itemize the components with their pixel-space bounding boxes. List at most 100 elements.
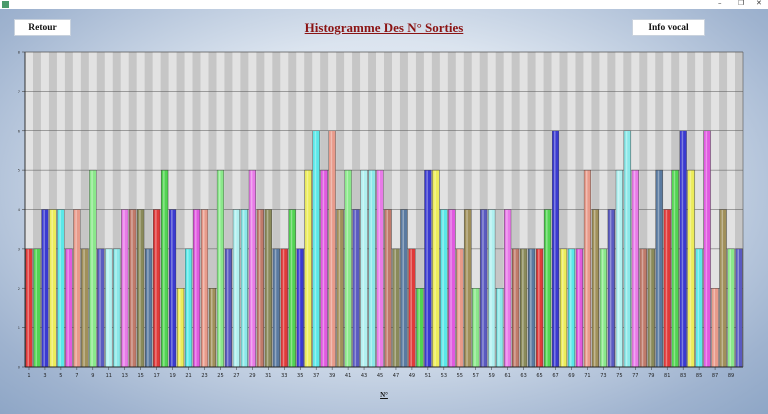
x-tick-label: 75 [616, 373, 622, 379]
x-tick-label: 57 [473, 373, 479, 379]
bar-highlight [362, 170, 365, 367]
x-tick-label: 15 [137, 373, 143, 379]
bar-highlight [641, 249, 644, 367]
bar-highlight [179, 288, 181, 367]
bar-highlight [697, 249, 700, 367]
minimize-icon[interactable]: – [718, 0, 722, 7]
x-tick-label: 67 [552, 373, 558, 379]
bar-highlight [131, 210, 133, 367]
bar-highlight [171, 210, 173, 367]
bar-highlight [609, 210, 612, 367]
bar-highlight [569, 249, 572, 367]
bar-highlight [530, 249, 532, 367]
bar-highlight [442, 210, 444, 367]
y-tick-label: 8 [18, 51, 20, 55]
bar-highlight [562, 249, 564, 367]
x-tick-label: 77 [632, 373, 638, 379]
bar-highlight [434, 170, 436, 367]
bar-highlight [234, 210, 237, 367]
x-tick-label: 21 [185, 373, 191, 379]
x-tick-label: 33 [281, 373, 287, 379]
bar-highlight [99, 249, 101, 367]
x-tick-label: 53 [441, 373, 447, 379]
bar-highlight [426, 170, 428, 367]
x-tick-label: 13 [122, 373, 128, 379]
close-icon[interactable]: ✕ [756, 0, 762, 7]
bar-highlight [163, 170, 165, 367]
x-tick-label: 9 [91, 373, 94, 379]
x-tick-label: 7 [75, 373, 78, 379]
x-tick-label: 51 [425, 373, 431, 379]
bar-highlight [274, 249, 277, 367]
x-tick-label: 85 [696, 373, 702, 379]
bar-highlight [482, 210, 484, 367]
bar [607, 209, 615, 368]
y-tick-label: 1 [18, 326, 20, 330]
bar-highlight [617, 170, 620, 367]
x-tick-label: 89 [728, 373, 734, 379]
bar [615, 169, 623, 368]
bar [583, 169, 592, 368]
bar-highlight [466, 210, 468, 367]
bar-highlight [458, 249, 460, 367]
x-tick-label: 39 [329, 373, 335, 379]
bar-highlight [187, 249, 189, 367]
x-tick-label: 1 [27, 373, 30, 379]
bar-highlight [226, 249, 229, 367]
y-tick-label: 5 [18, 169, 20, 173]
x-tick-label: 23 [201, 373, 207, 379]
x-tick-label: 87 [712, 373, 718, 379]
y-tick-label: 7 [18, 90, 20, 94]
bar-highlight [91, 170, 93, 367]
x-tick-label: 83 [680, 373, 686, 379]
maximize-icon[interactable]: ❐ [738, 0, 745, 7]
x-tick-label: 37 [313, 373, 319, 379]
bar-highlight [402, 210, 404, 367]
bar-highlight [43, 210, 45, 367]
bar-highlight [689, 170, 692, 367]
bar-highlight [601, 249, 604, 367]
bar-highlight [290, 210, 293, 367]
back-button[interactable]: Retour [14, 19, 71, 36]
y-tick-label: 6 [18, 129, 20, 133]
x-tick-label: 65 [536, 373, 542, 379]
x-tick-label: 3 [43, 373, 46, 379]
bar-highlight [546, 210, 548, 367]
bar-highlight [450, 210, 452, 367]
chart-title: Histogramme Des N° Sorties [304, 20, 464, 35]
bar-highlight [282, 249, 285, 367]
bar [97, 248, 105, 368]
x-axis-label: N° [380, 391, 388, 399]
bar-highlight [218, 170, 221, 367]
bar-highlight [322, 170, 325, 367]
bar [575, 248, 584, 368]
bar-highlight [306, 170, 309, 367]
bar [137, 209, 145, 368]
bar-highlight [346, 170, 349, 367]
bar-highlight [354, 210, 357, 367]
voice-info-button[interactable]: Info vocal [632, 19, 705, 36]
bar-highlight [378, 170, 381, 367]
x-tick-label: 17 [153, 373, 159, 379]
bar-highlight [593, 210, 596, 367]
bar-highlight [75, 210, 77, 367]
x-tick-label: 73 [600, 373, 606, 379]
x-tick-label: 61 [504, 373, 510, 379]
x-tick-label: 81 [664, 373, 670, 379]
x-tick-label: 71 [584, 373, 590, 379]
bar [73, 209, 81, 368]
bar-highlight [410, 249, 412, 367]
bar-highlight [490, 210, 492, 367]
x-tick-label: 45 [377, 373, 383, 379]
bar [121, 209, 129, 368]
bar [631, 169, 639, 368]
bar-highlight [721, 210, 724, 367]
x-tick-label: 35 [297, 373, 303, 379]
bar-highlight [107, 249, 109, 367]
bar-highlight [585, 170, 588, 367]
bar-highlight [338, 210, 341, 367]
bar-highlight [266, 210, 269, 367]
x-tick-label: 47 [393, 373, 399, 379]
bar-highlight [522, 249, 524, 367]
